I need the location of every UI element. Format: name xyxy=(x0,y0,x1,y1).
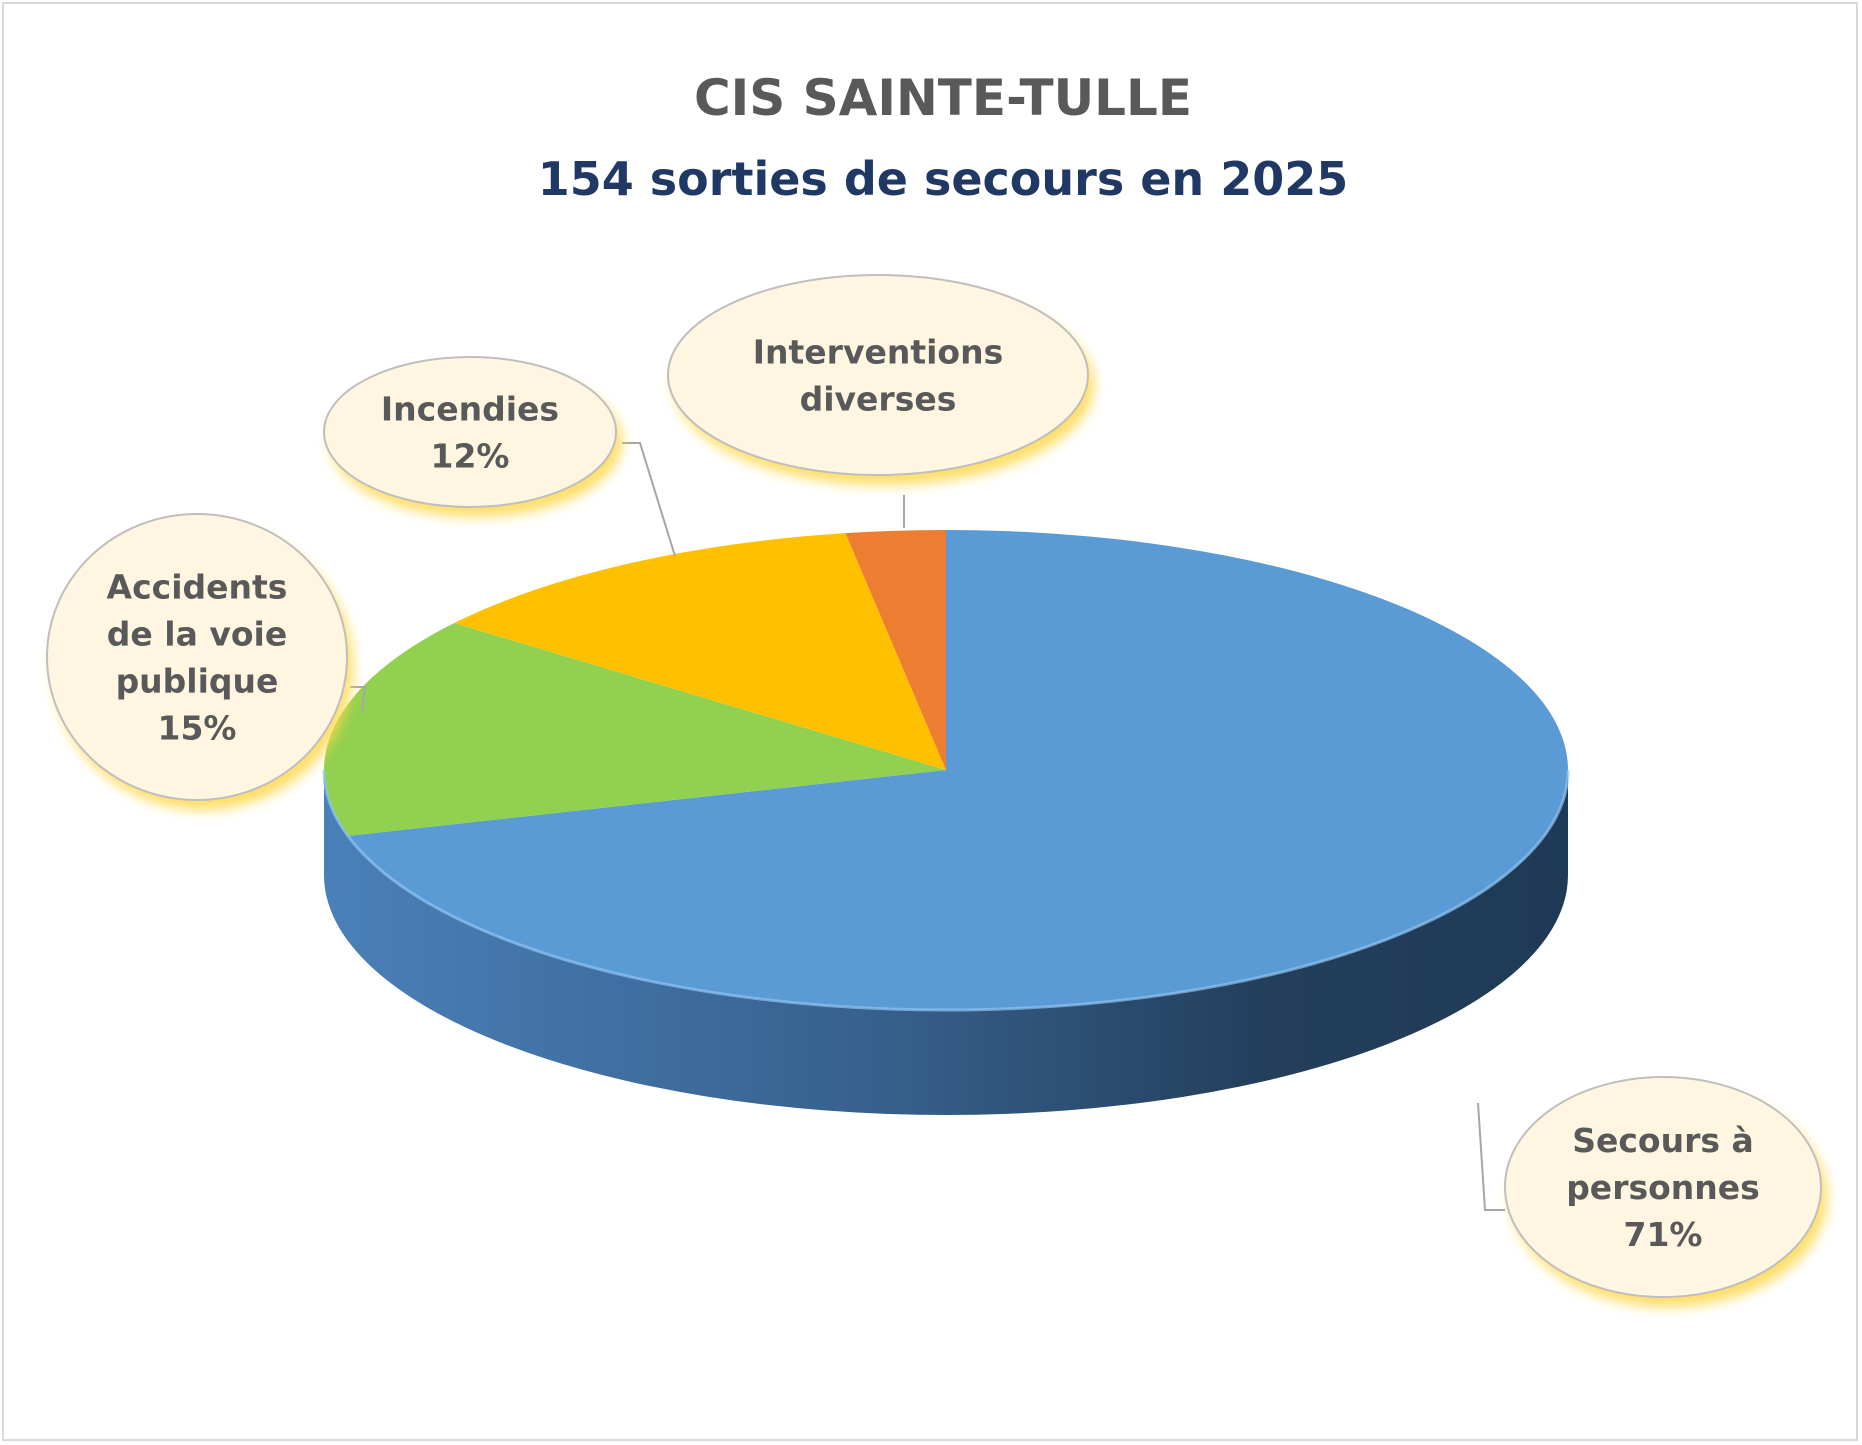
data-label-text: 71% xyxy=(1624,1215,1703,1254)
data-label-3: Interventions diverses xyxy=(667,274,1094,485)
pie-slices xyxy=(322,530,1570,1012)
chart-subtitle: 154 sorties de secours en 2025 xyxy=(538,152,1348,206)
data-label-text: Interventions xyxy=(753,333,1003,372)
data-label-text: publique xyxy=(116,662,279,701)
pie-side-wall xyxy=(324,770,1568,1115)
data-label-text: Secours à xyxy=(1572,1121,1754,1160)
label-bubble xyxy=(323,356,617,508)
leader-lines xyxy=(350,442,1505,1211)
data-label-text: Incendies xyxy=(381,390,559,429)
data-labels: Secours à personnes 71% Accidents de la voie… xyxy=(46,274,1827,1307)
label-bubble xyxy=(46,513,348,801)
data-label-text: 15% xyxy=(158,709,237,748)
data-label-text: de la voie xyxy=(107,615,287,654)
label-bubble xyxy=(667,274,1089,476)
data-label-text: diverses xyxy=(800,380,957,419)
label-bubble xyxy=(1504,1076,1822,1298)
data-label-1: Accidents de la voie publique 15% xyxy=(46,513,353,810)
pie-side-wall-path xyxy=(324,770,1568,1115)
pie-slice-1 xyxy=(323,623,946,836)
pie-slice-0 xyxy=(347,530,1569,1011)
data-label-text: Accidents xyxy=(107,568,288,607)
pie-slice-3 xyxy=(845,530,946,770)
pie-rim-highlight xyxy=(322,769,1570,1012)
data-label-0: Secours à personnes 71% xyxy=(1504,1076,1827,1307)
leader-line-1 xyxy=(350,686,367,714)
data-label-2: Incendies 12% xyxy=(323,356,622,517)
leader-line-2 xyxy=(622,442,676,557)
chart-title: CIS SAINTE-TULLE xyxy=(694,69,1192,127)
pie-slice-2 xyxy=(454,533,946,770)
leader-line-0 xyxy=(1477,1102,1505,1211)
data-label-text: 12% xyxy=(431,437,510,476)
data-label-text: personnes xyxy=(1566,1168,1760,1207)
